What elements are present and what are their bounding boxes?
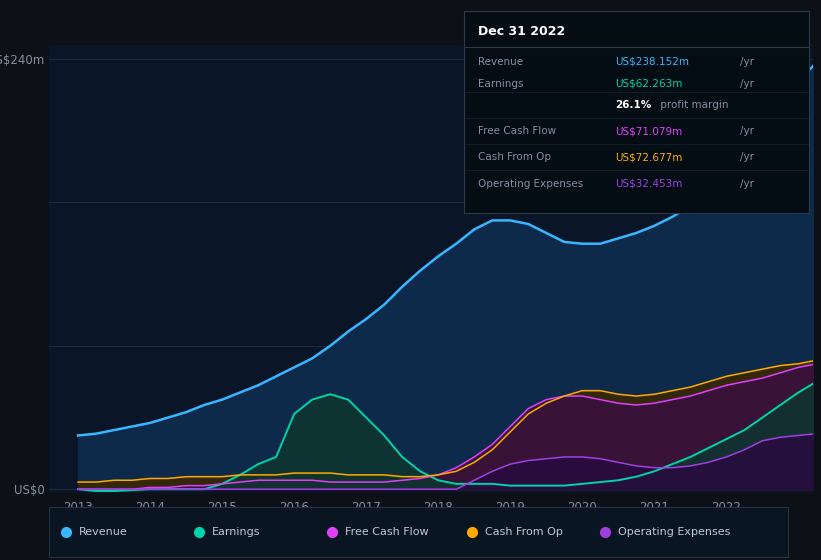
Text: Free Cash Flow: Free Cash Flow: [345, 527, 429, 537]
Text: Free Cash Flow: Free Cash Flow: [478, 126, 556, 136]
Text: US$72.677m: US$72.677m: [616, 152, 683, 162]
Text: profit margin: profit margin: [657, 100, 728, 110]
Text: Operating Expenses: Operating Expenses: [618, 527, 731, 537]
Text: Revenue: Revenue: [478, 57, 523, 67]
Text: US$32.453m: US$32.453m: [616, 179, 683, 189]
Text: US$238.152m: US$238.152m: [616, 57, 690, 67]
Text: /yr: /yr: [740, 57, 754, 67]
Text: Earnings: Earnings: [478, 79, 523, 89]
Text: Dec 31 2022: Dec 31 2022: [478, 25, 565, 38]
Text: Revenue: Revenue: [79, 527, 127, 537]
Text: /yr: /yr: [740, 152, 754, 162]
Text: Operating Expenses: Operating Expenses: [478, 179, 583, 189]
Text: US$62.263m: US$62.263m: [616, 79, 683, 89]
Text: /yr: /yr: [740, 179, 754, 189]
Text: Earnings: Earnings: [212, 527, 260, 537]
Text: Cash From Op: Cash From Op: [478, 152, 551, 162]
Text: /yr: /yr: [740, 79, 754, 89]
Text: Cash From Op: Cash From Op: [485, 527, 563, 537]
Text: US$71.079m: US$71.079m: [616, 126, 683, 136]
Text: /yr: /yr: [740, 126, 754, 136]
Text: 26.1%: 26.1%: [616, 100, 652, 110]
